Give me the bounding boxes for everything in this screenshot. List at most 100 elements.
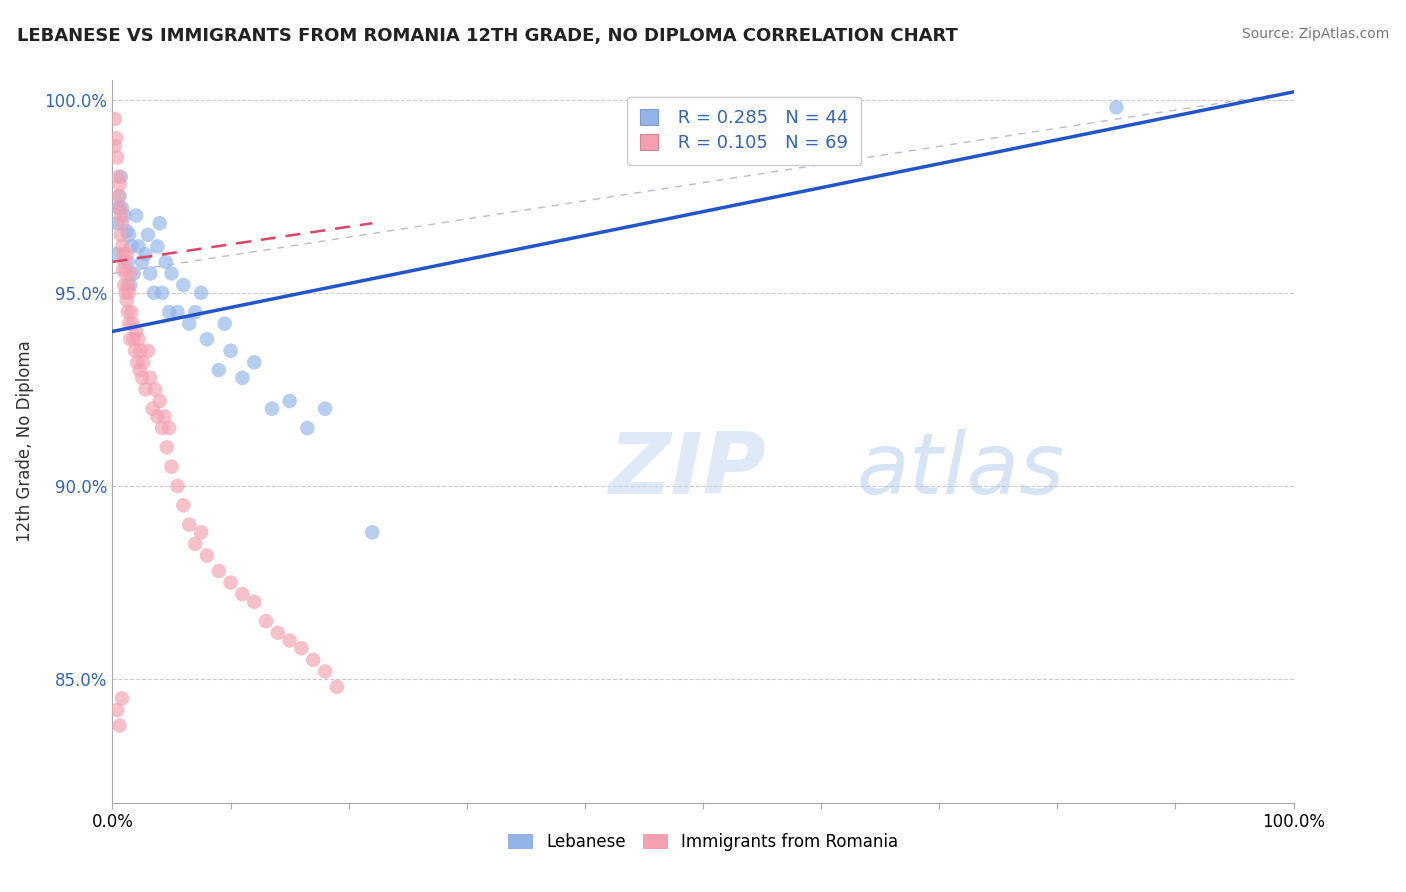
Point: [107, 189, 129, 203]
Point: [122, 332, 145, 346]
Point: [219, 575, 242, 590]
Point: [172, 498, 194, 512]
Point: [118, 317, 141, 331]
Point: [1105, 100, 1128, 114]
Point: [149, 394, 172, 409]
Point: [166, 479, 188, 493]
Text: Source: ZipAtlas.com: Source: ZipAtlas.com: [1241, 27, 1389, 41]
Point: [143, 383, 166, 397]
Point: [243, 355, 266, 369]
Point: [104, 112, 127, 126]
Point: [114, 285, 136, 300]
Point: [190, 285, 212, 300]
Point: [135, 247, 157, 261]
Point: [157, 421, 180, 435]
Point: [104, 139, 127, 153]
Point: [149, 216, 172, 230]
Point: [122, 267, 145, 281]
Point: [115, 293, 138, 308]
Point: [195, 332, 218, 346]
Y-axis label: 12th Grade, No Diploma: 12th Grade, No Diploma: [15, 341, 34, 542]
Point: [157, 305, 180, 319]
Point: [105, 151, 128, 165]
Point: [111, 691, 134, 706]
Point: [111, 239, 134, 253]
Point: [179, 317, 201, 331]
Point: [132, 355, 155, 369]
Point: [139, 371, 162, 385]
Text: ZIP: ZIP: [609, 429, 766, 512]
Point: [231, 371, 253, 385]
Point: [129, 343, 152, 358]
Point: [112, 209, 135, 223]
Point: [190, 525, 212, 540]
Point: [120, 305, 142, 319]
Point: [254, 614, 277, 628]
Point: [278, 633, 301, 648]
Point: [127, 239, 149, 253]
Point: [127, 355, 149, 369]
Point: [290, 641, 312, 656]
Text: LEBANESE VS IMMIGRANTS FROM ROMANIA 12TH GRADE, NO DIPLOMA CORRELATION CHART: LEBANESE VS IMMIGRANTS FROM ROMANIA 12TH…: [17, 27, 957, 45]
Point: [179, 517, 201, 532]
Point: [107, 169, 129, 184]
Point: [297, 421, 319, 435]
Point: [108, 189, 131, 203]
Point: [142, 285, 165, 300]
Point: [110, 209, 132, 223]
Point: [118, 285, 141, 300]
Point: [208, 564, 231, 578]
Point: [146, 409, 169, 424]
Point: [125, 325, 148, 339]
Point: [135, 383, 157, 397]
Point: [231, 587, 253, 601]
Point: [105, 703, 128, 717]
Point: [108, 178, 131, 192]
Point: [136, 343, 159, 358]
Point: [128, 363, 150, 377]
Point: [195, 549, 218, 563]
Point: [112, 247, 135, 261]
Point: [115, 247, 138, 261]
Point: [142, 401, 165, 416]
Point: [108, 718, 131, 732]
Point: [105, 216, 128, 230]
Point: [172, 278, 194, 293]
Point: [111, 216, 134, 230]
Point: [120, 267, 142, 281]
Point: [160, 267, 183, 281]
Point: [120, 278, 142, 293]
Point: [107, 201, 129, 215]
Point: [108, 201, 131, 215]
Point: [267, 625, 290, 640]
Point: [112, 262, 135, 277]
Point: [260, 401, 283, 416]
Point: [127, 332, 149, 346]
Point: [131, 371, 153, 385]
Point: [153, 409, 176, 424]
Point: [124, 343, 146, 358]
Point: [150, 421, 173, 435]
Point: [120, 332, 142, 346]
Point: [110, 169, 132, 184]
Point: [278, 394, 301, 409]
Point: [314, 401, 336, 416]
Point: [105, 131, 128, 145]
Point: [131, 255, 153, 269]
Point: [314, 665, 336, 679]
Point: [112, 255, 135, 269]
Point: [156, 440, 179, 454]
Point: [117, 255, 139, 269]
Point: [834, 123, 856, 137]
Point: [184, 305, 207, 319]
Point: [105, 247, 128, 261]
Point: [184, 537, 207, 551]
Point: [214, 317, 236, 331]
Point: [146, 239, 169, 253]
Point: [111, 201, 134, 215]
Legend: Lebanese, Immigrants from Romania: Lebanese, Immigrants from Romania: [499, 825, 907, 860]
Text: atlas: atlas: [856, 429, 1064, 512]
Point: [118, 227, 141, 242]
Point: [155, 255, 177, 269]
Point: [219, 343, 242, 358]
